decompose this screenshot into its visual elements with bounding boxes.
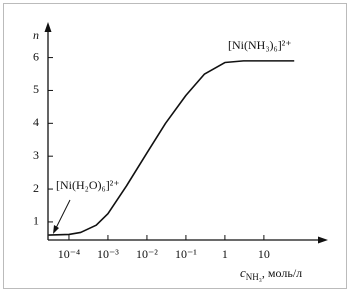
x-axis-label: cNH₃, моль/л <box>240 265 302 282</box>
y-axis-label: n <box>33 28 39 42</box>
annotation: [Ni(H₂O)₆]²⁺ <box>56 178 120 192</box>
frame <box>3 3 347 289</box>
data-line <box>48 60 295 236</box>
y-tick-label: 5 <box>33 82 39 96</box>
y-tick-label: 6 <box>33 49 39 63</box>
annotation: [Ni(NH₃)₆]²⁺ <box>228 38 292 52</box>
annotation-arrowhead <box>53 225 59 234</box>
x-tick-label: 10⁻² <box>136 247 158 261</box>
x-tick-label: 10 <box>258 247 270 261</box>
y-tick-label: 4 <box>33 115 39 129</box>
y-tick-label: 1 <box>33 214 39 228</box>
y-axis-arrow <box>44 22 52 32</box>
x-axis-arrow <box>318 236 328 244</box>
x-tick-label: 10⁻³ <box>97 247 119 261</box>
annotation-arrow <box>55 199 71 229</box>
x-tick-label: 1 <box>222 247 228 261</box>
x-tick-label: 10⁻¹ <box>175 247 197 261</box>
y-tick-label: 2 <box>33 181 39 195</box>
x-tick-label: 10⁻⁴ <box>58 247 81 261</box>
y-tick-label: 3 <box>33 148 39 162</box>
